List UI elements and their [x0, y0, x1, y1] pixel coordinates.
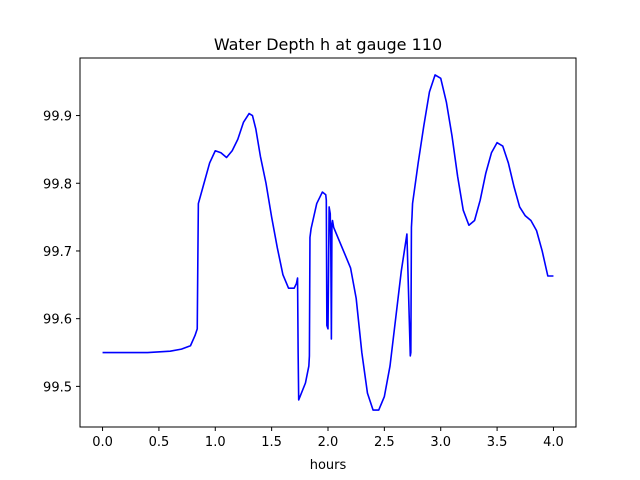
x-tick-label: 0.0: [92, 435, 113, 450]
series-line: [102, 74, 554, 411]
plot-area: [102, 74, 554, 411]
x-axis-label: hours: [310, 458, 347, 473]
y-tick-label: 99.5: [43, 380, 72, 395]
x-tick-label: 0.5: [149, 435, 170, 450]
y-tick-label: 99.7: [43, 245, 72, 260]
x-tick-label: 2.0: [318, 435, 339, 450]
x-tick-label: 4.0: [543, 435, 564, 450]
y-tick-label: 99.6: [43, 313, 72, 328]
x-tick-label: 2.5: [374, 435, 395, 450]
x-tick-label: 1.0: [205, 435, 226, 450]
x-axis-ticks: 0.0 0.5 1.0 1.5 2.0 2.5 3.0 3.5 4.0: [92, 427, 564, 450]
y-axis-ticks: 99.5 99.6 99.7 99.8 99.9: [43, 110, 80, 395]
axes-frame: [79, 57, 577, 428]
y-tick-label: 99.8: [43, 177, 72, 192]
y-tick-label: 99.9: [43, 110, 72, 125]
chart-title: Water Depth h at gauge 110: [214, 35, 442, 54]
x-tick-label: 3.0: [430, 435, 451, 450]
x-tick-label: 3.5: [487, 435, 508, 450]
x-tick-label: 1.5: [261, 435, 282, 450]
